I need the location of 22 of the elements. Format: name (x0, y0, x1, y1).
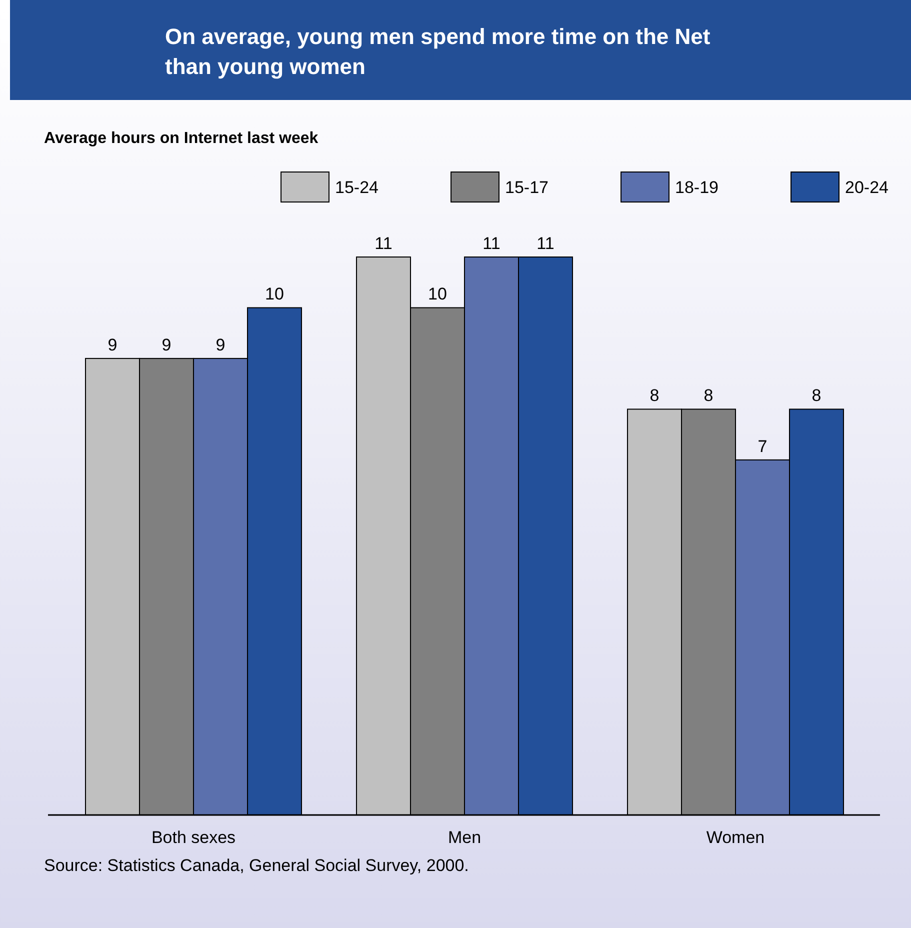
x-tick-label: Both sexes (151, 828, 236, 847)
data-label: 7 (758, 436, 768, 456)
data-label: 10 (428, 284, 447, 304)
legend-label: 18-19 (675, 178, 718, 197)
data-label: 11 (374, 234, 392, 253)
legend-label: 20-24 (845, 178, 888, 197)
legend-label: 15-24 (335, 178, 378, 197)
x-tick-label: Women (706, 828, 765, 847)
data-label: 9 (108, 335, 118, 354)
chart-subtitle: Average hours on Internet last week (44, 130, 318, 147)
data-label: 8 (650, 386, 660, 406)
data-label: 8 (704, 386, 714, 406)
data-label: 11 (482, 234, 500, 253)
chart-title: On average, young men spend more time on the Net than young women (165, 24, 711, 79)
data-label: 11 (536, 234, 554, 253)
data-label: 8 (812, 386, 822, 406)
source-note: Source: Statistics Canada, General Social Survey, 2000. (44, 856, 469, 875)
legend-label: 15-17 (505, 178, 548, 197)
data-label: 9 (216, 335, 226, 354)
data-label: 9 (162, 335, 172, 354)
x-tick-label: Men (448, 828, 482, 847)
data-label: 10 (265, 284, 284, 304)
